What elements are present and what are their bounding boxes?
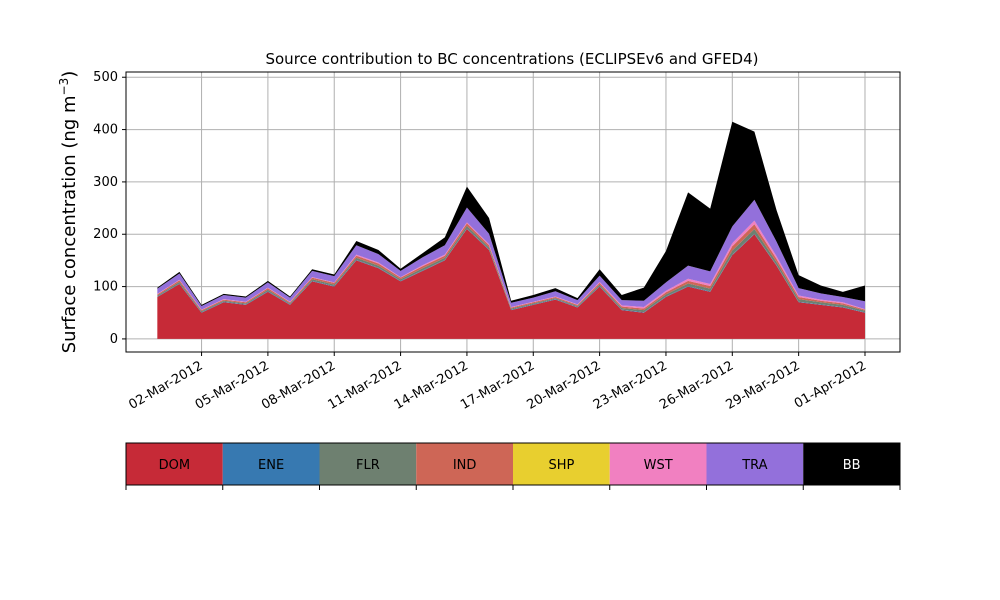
legend-label-shp: SHP: [548, 458, 574, 473]
legend-swatch-tra: [706, 443, 804, 485]
y-tick-label: 200: [93, 227, 118, 242]
y-tick-label: 500: [93, 70, 118, 85]
x-tick-label: 14-Mar-2012: [392, 358, 471, 412]
x-tick-label: 20-Mar-2012: [524, 358, 603, 412]
area-series: [157, 121, 865, 339]
y-tick-label: 300: [93, 175, 118, 190]
legend-label-ene: ENE: [258, 458, 284, 473]
area-flr: [157, 225, 865, 313]
legend-swatch-flr: [319, 443, 417, 485]
y-tick-label: 400: [93, 123, 118, 138]
y-axis-label: Surface concentration (ng m−3): [57, 71, 80, 354]
legend-swatch-dom: [126, 443, 223, 485]
legend-swatch-ene: [222, 443, 320, 485]
x-tick-label: 01-Apr-2012: [792, 358, 869, 411]
x-tick-label: 05-Mar-2012: [193, 358, 272, 412]
x-tick-label: 02-Mar-2012: [126, 358, 205, 412]
x-tick-label: 08-Mar-2012: [259, 358, 338, 412]
legend-label-ind: IND: [453, 458, 477, 473]
x-tick-label: 23-Mar-2012: [591, 358, 670, 412]
y-axis-ticks: 0 100 200 300 400 500: [93, 70, 126, 347]
legend-label-tra: TRA: [741, 458, 767, 473]
legend-label-wst: WST: [644, 458, 673, 473]
x-tick-label: 26-Mar-2012: [657, 358, 736, 412]
area-bb: [157, 121, 865, 306]
legend-label-dom: DOM: [159, 458, 190, 473]
legend-swatch-wst: [609, 443, 707, 485]
x-axis-ticks: 02-Mar-201205-Mar-201208-Mar-201211-Mar-…: [126, 352, 869, 413]
x-tick-label: 29-Mar-2012: [724, 358, 803, 412]
x-tick-label: 11-Mar-2012: [325, 358, 404, 412]
y-tick-label: 100: [93, 280, 118, 295]
area-dom: [157, 229, 865, 339]
area-tra: [157, 199, 865, 310]
colorbar-legend: DOM ENE FLR IND SHP WST TRA BB: [125, 442, 901, 490]
legend-swatch-ind: [416, 443, 513, 485]
legend-swatch-bb: [803, 443, 900, 485]
legend-label-flr: FLR: [356, 458, 380, 473]
plot-frame: [125, 71, 901, 353]
x-tick-label: 17-Mar-2012: [458, 358, 537, 412]
chart-title: Source contribution to BC concentrations…: [265, 50, 758, 68]
y-tick-label: 0: [110, 332, 118, 347]
legend-swatch-shp: [513, 443, 610, 485]
legend-label-bb: BB: [843, 458, 861, 473]
